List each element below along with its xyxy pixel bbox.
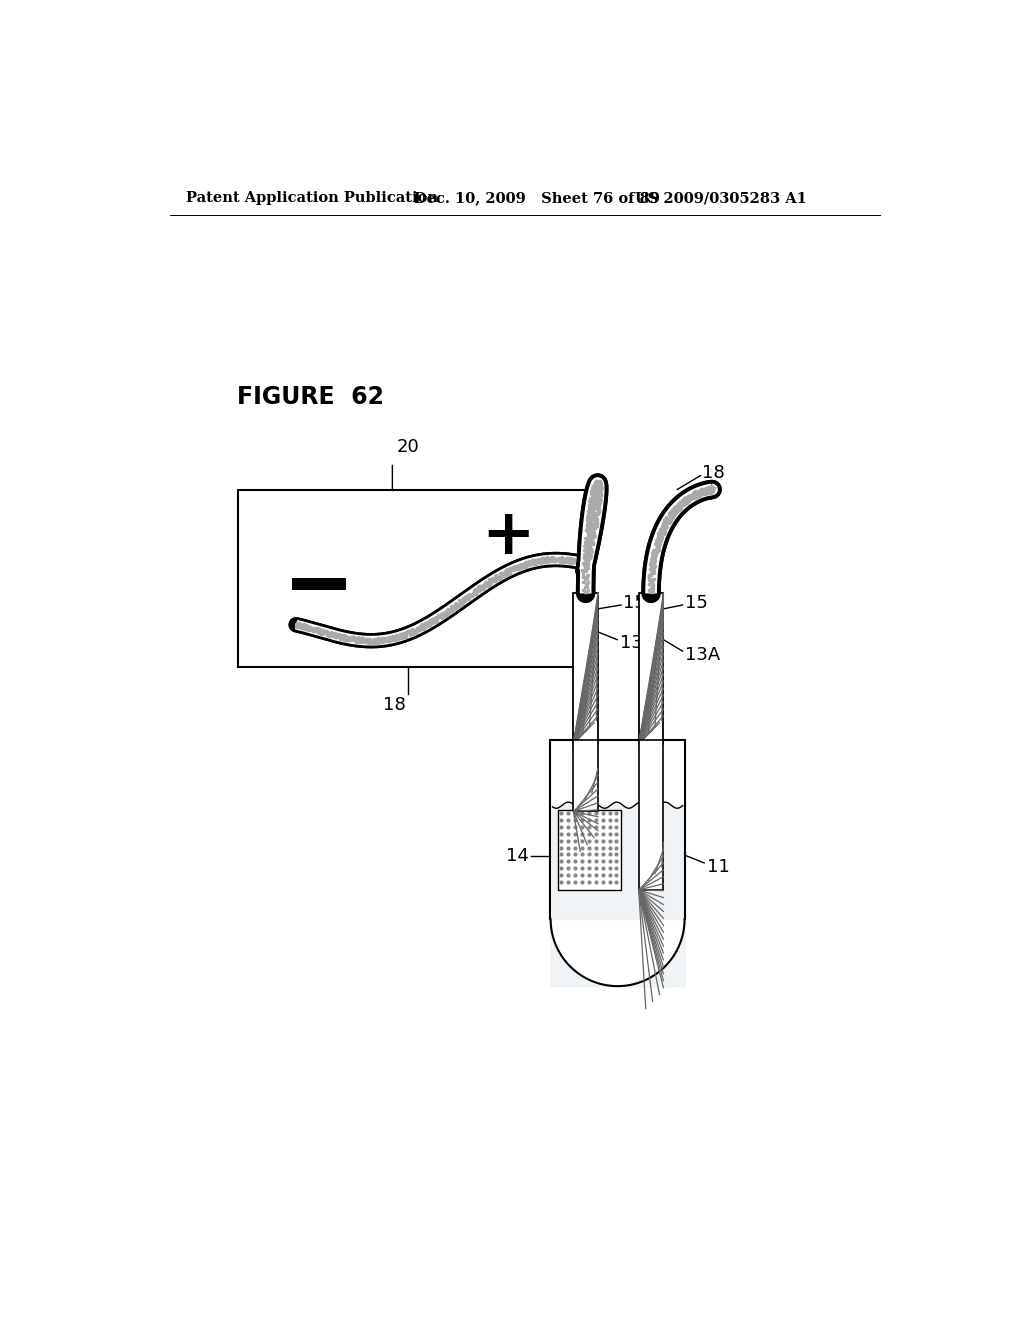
Text: 15: 15 (624, 594, 646, 611)
Bar (558, 810, 622, 890)
Bar (573, 739, 598, 812)
Text: 18: 18 (383, 696, 406, 714)
Text: Patent Application Publication: Patent Application Publication (186, 191, 438, 206)
Bar (239, 490, 585, 667)
Text: +: + (481, 504, 535, 566)
Bar (639, 739, 664, 890)
Text: Dec. 10, 2009   Sheet 76 of 89: Dec. 10, 2009 Sheet 76 of 89 (414, 191, 659, 206)
Text: 15: 15 (685, 594, 708, 611)
Text: 20: 20 (396, 438, 419, 457)
Text: 13B: 13B (620, 635, 654, 652)
Text: 13A: 13A (685, 645, 720, 664)
Text: US 2009/0305283 A1: US 2009/0305283 A1 (635, 191, 807, 206)
Text: FIGURE  62: FIGURE 62 (237, 385, 384, 409)
Text: 18: 18 (701, 463, 725, 482)
Bar (292, 578, 346, 590)
Bar (573, 594, 598, 743)
Text: 14: 14 (506, 847, 528, 865)
Text: 11: 11 (707, 858, 729, 875)
Bar (639, 594, 664, 743)
